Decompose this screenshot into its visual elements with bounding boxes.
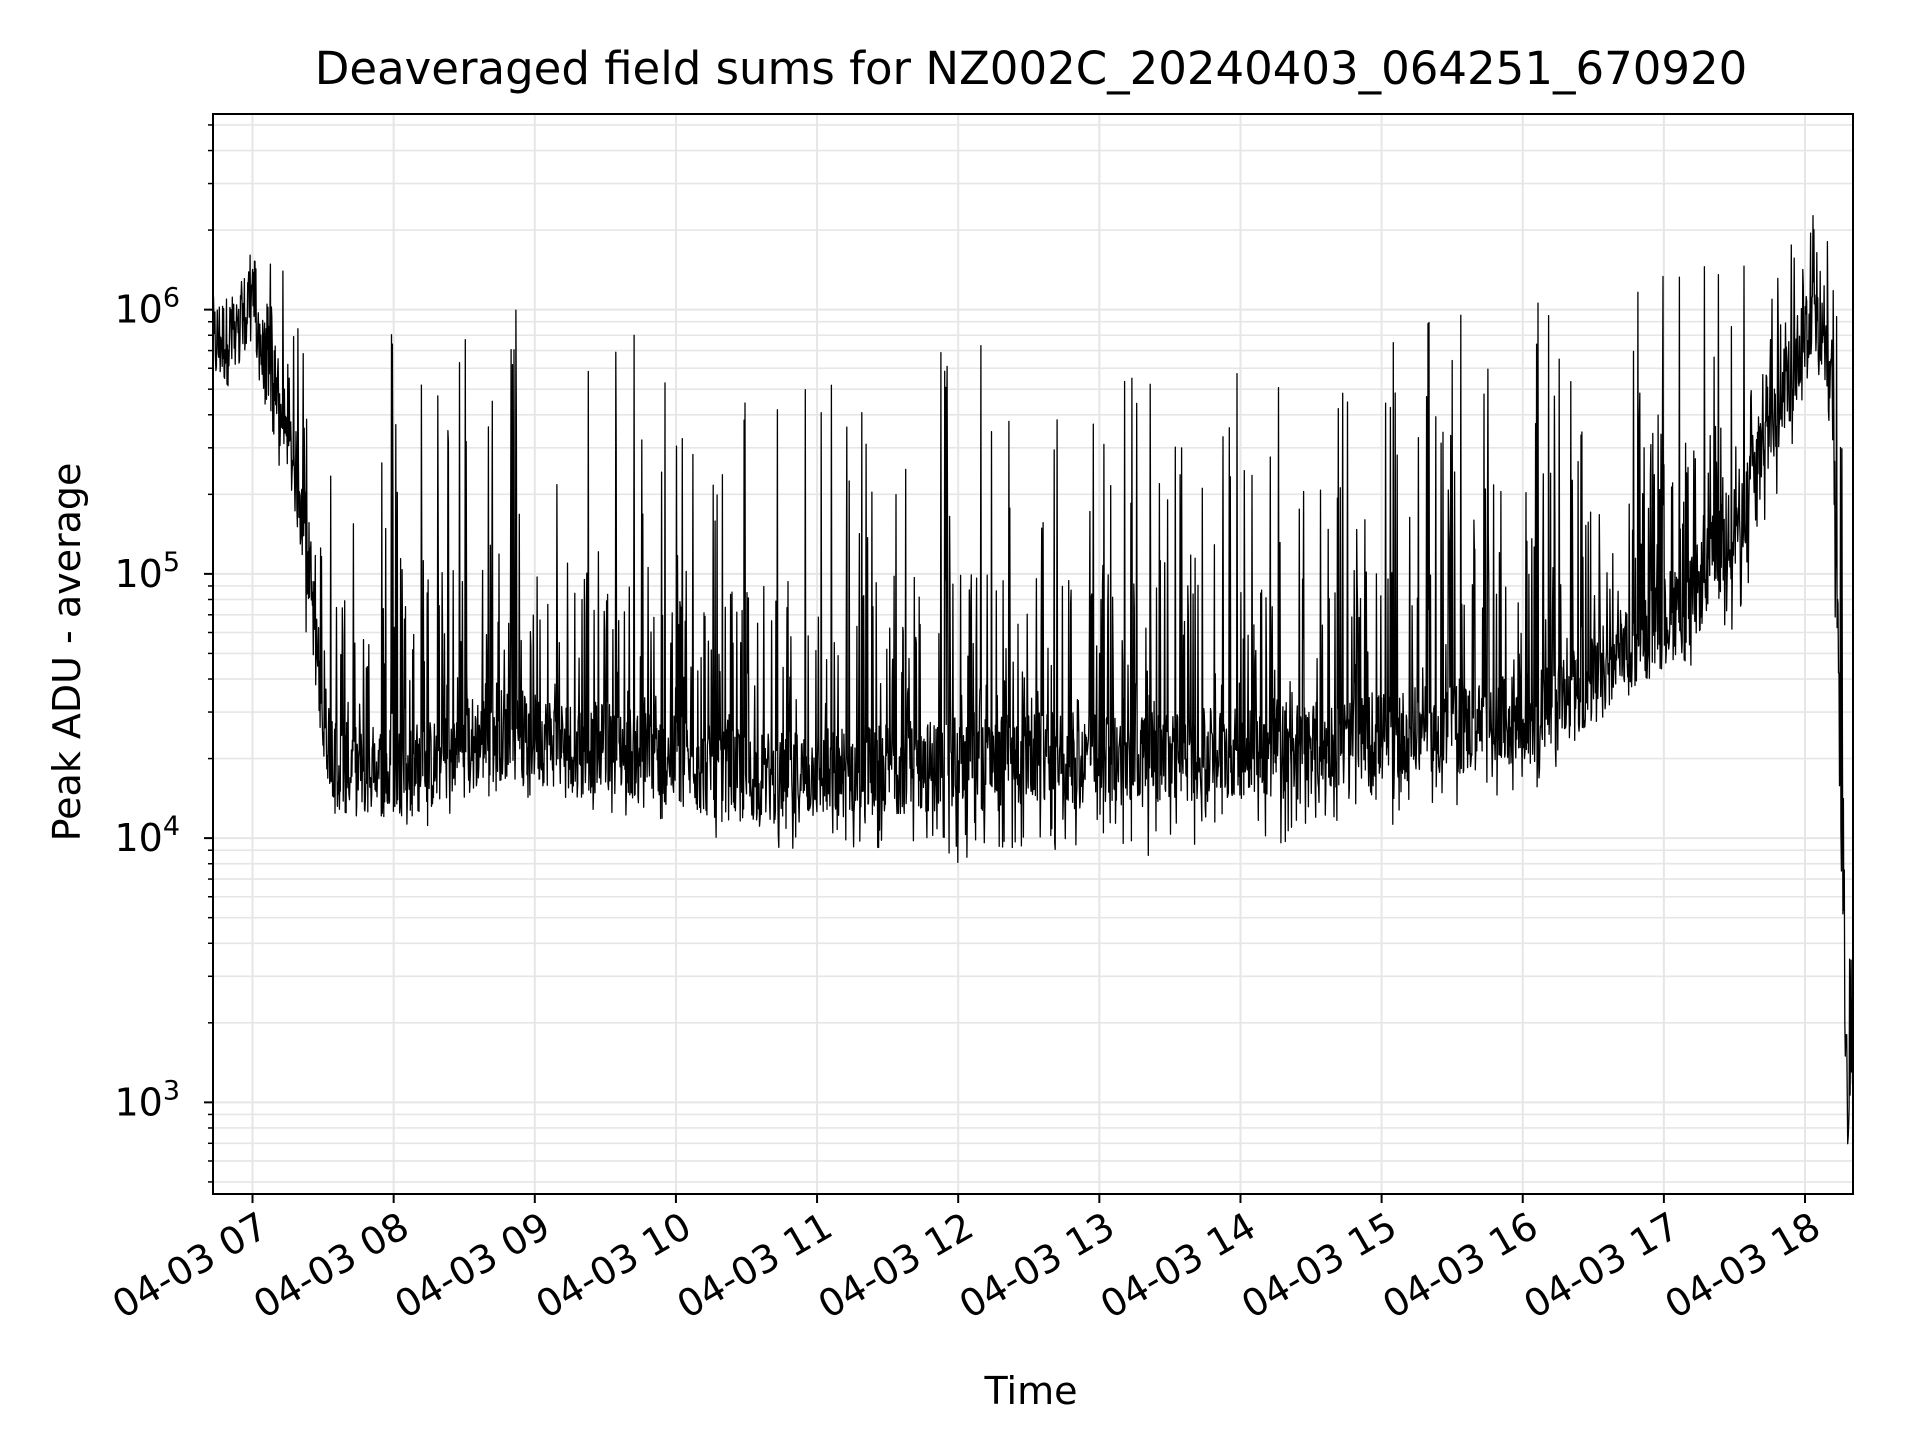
series-layer (212, 215, 1854, 1145)
y-tick-exponent: 6 (163, 283, 180, 314)
y-tick-label: 104 (114, 811, 180, 860)
y-tick-base: 10 (114, 1080, 162, 1124)
y-tick-base: 10 (114, 552, 162, 596)
y-tick-exponent: 4 (163, 811, 180, 842)
y-tick-exponent: 5 (163, 547, 180, 578)
y-tick-label: 105 (114, 547, 180, 596)
y-tick-label: 106 (114, 283, 180, 332)
y-tick-base: 10 (114, 288, 162, 332)
grid (213, 114, 1853, 1194)
chart-title: Deaveraged field sums for NZ002C_2024040… (315, 42, 1747, 95)
y-tick-label: 103 (114, 1075, 180, 1124)
y-axis-label: Peak ADU - average (45, 463, 89, 842)
y-tick-exponent: 3 (163, 1075, 180, 1106)
y-tick-base: 10 (114, 816, 162, 860)
x-axis-label: Time (984, 1369, 1078, 1413)
series-line (212, 215, 1854, 1145)
